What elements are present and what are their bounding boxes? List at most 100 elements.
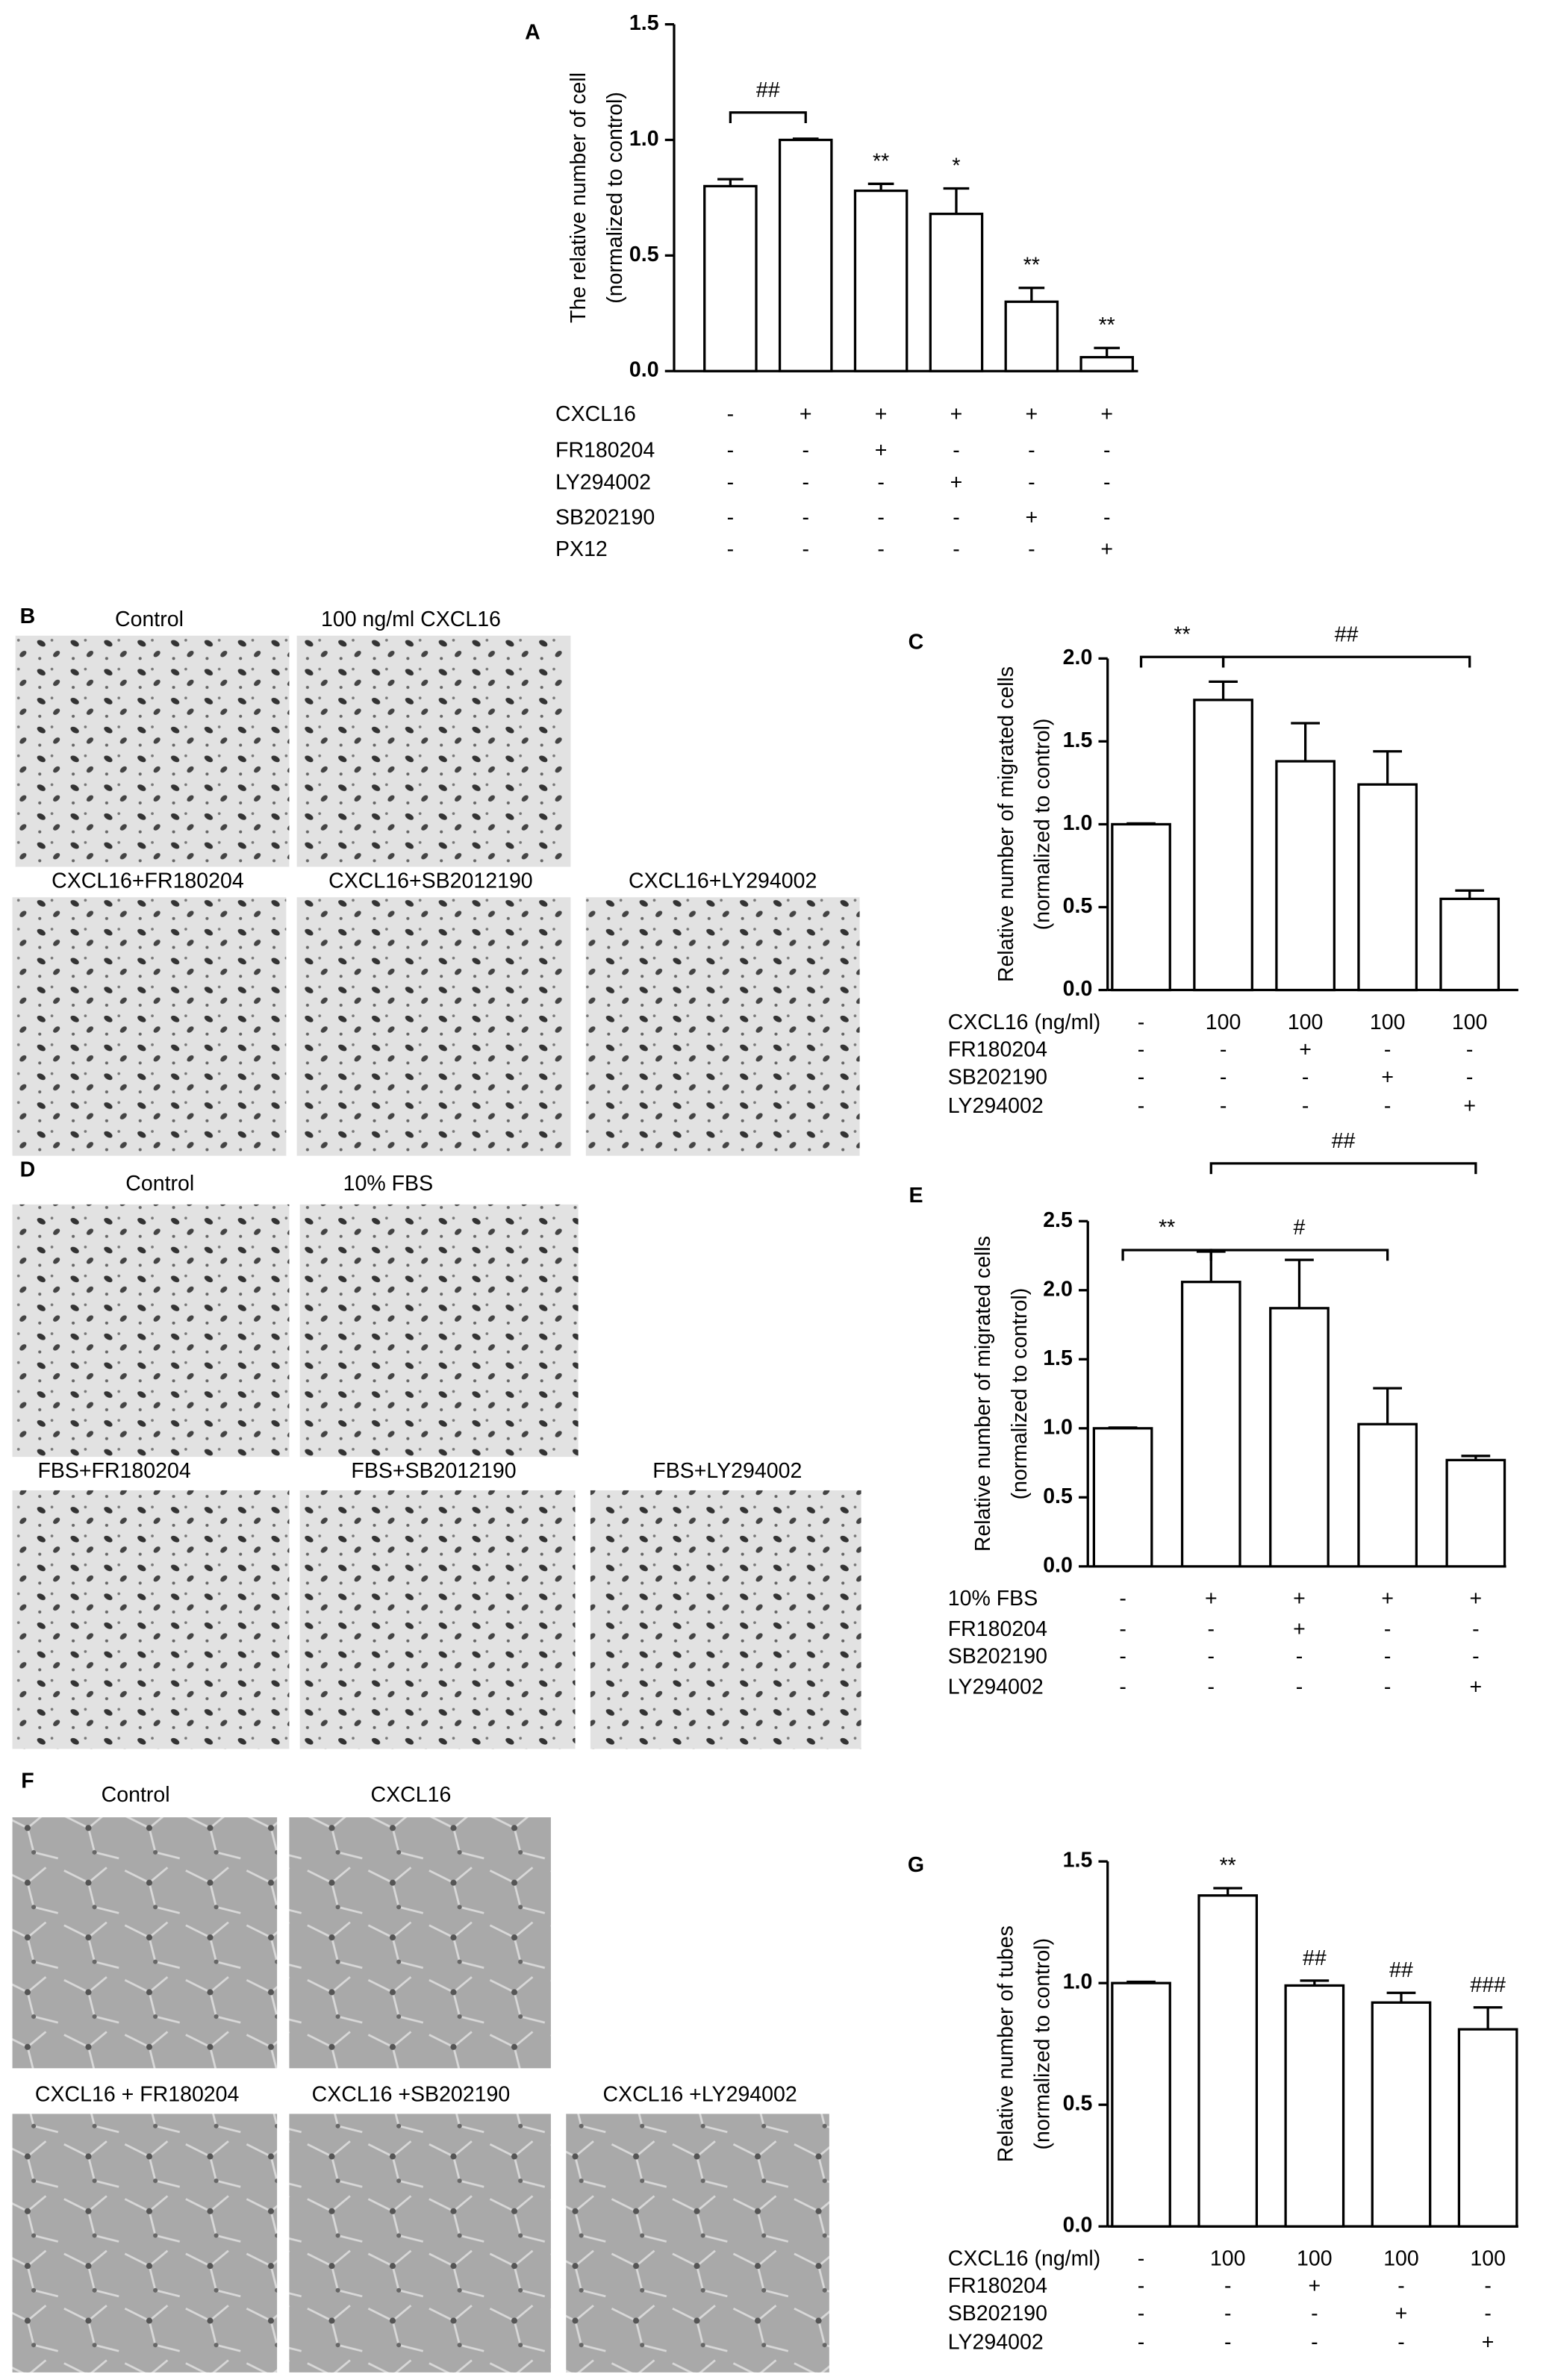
- condition-mark: 100: [1452, 1011, 1488, 1034]
- condition-mark: -: [1311, 2331, 1318, 2355]
- condition-mark: -: [802, 471, 809, 495]
- micrograph: [15, 635, 290, 867]
- y-axis-label: Relative number of migrated cells: [971, 1236, 995, 1552]
- condition-mark: -: [953, 537, 960, 561]
- y-tick-label: 1.5: [1063, 1849, 1093, 1873]
- condition-mark: 100: [1470, 2247, 1506, 2271]
- condition-name: FR180204: [948, 2274, 1047, 2298]
- y-tick-label: 2.0: [1063, 646, 1093, 669]
- error-bar: [867, 182, 894, 191]
- significance-label: ##: [1303, 1946, 1327, 1970]
- condition-mark: -: [1472, 1617, 1479, 1641]
- error-bar: [1213, 1887, 1243, 1896]
- condition-mark: -: [1028, 537, 1035, 561]
- condition-mark: -: [1384, 1675, 1391, 1699]
- condition-mark: 100: [1288, 1011, 1324, 1034]
- y-tick-label: 0.0: [629, 358, 659, 382]
- bar: [1269, 1307, 1330, 1568]
- condition-mark: -: [727, 471, 735, 495]
- bar: [1193, 699, 1253, 992]
- condition-name: LY294002: [948, 1675, 1044, 1699]
- significance-label: *: [952, 154, 960, 178]
- condition-mark: +: [1395, 2302, 1408, 2326]
- image-label: CXCL16 +SB202190: [312, 2082, 511, 2106]
- significance-bracket: [1221, 655, 1471, 668]
- error-bar: [792, 137, 819, 140]
- condition-mark: +: [1299, 1038, 1312, 1062]
- condition-mark: -: [1296, 1645, 1303, 1669]
- condition-mark: -: [1208, 1617, 1215, 1641]
- y-tick-label: 0.5: [629, 243, 659, 266]
- image-label: Control: [115, 608, 184, 631]
- bracket-label: ##: [1332, 1129, 1356, 1153]
- condition-mark: -: [1484, 2274, 1492, 2298]
- significance-label: **: [1099, 313, 1115, 337]
- y-axis-label: Relative number of migrated cells: [994, 666, 1018, 982]
- error-bar: [1209, 680, 1238, 700]
- condition-mark: -: [1472, 1645, 1479, 1669]
- condition-mark: -: [1208, 1675, 1215, 1699]
- condition-mark: -: [1103, 471, 1111, 495]
- error-bar: [1461, 1455, 1491, 1461]
- condition-name: 10% FBS: [948, 1587, 1038, 1611]
- condition-mark: -: [727, 439, 735, 463]
- condition-name: SB202190: [948, 1645, 1047, 1669]
- condition-mark: +: [1205, 1587, 1218, 1611]
- condition-mark: -: [1119, 1645, 1126, 1669]
- bar: [1457, 2028, 1518, 2228]
- condition-mark: -: [1103, 505, 1111, 529]
- significance-bracket: [1139, 655, 1225, 668]
- condition-mark: -: [1484, 2302, 1492, 2326]
- error-bar: [1094, 346, 1121, 357]
- error-bar: [1300, 1979, 1330, 1986]
- condition-mark: +: [1381, 1587, 1394, 1611]
- condition-mark: -: [877, 537, 885, 561]
- y-tick-label: 1.0: [1063, 1970, 1093, 1994]
- y-tick-label: 0.5: [1043, 1484, 1073, 1508]
- error-bar: [1126, 1980, 1156, 1984]
- condition-mark: -: [1397, 2331, 1404, 2355]
- y-tick-label: 1.5: [1063, 728, 1093, 752]
- condition-mark: +: [1026, 402, 1038, 426]
- condition-name: PX12: [555, 537, 608, 561]
- panel-letter: B: [20, 605, 36, 628]
- bar: [1439, 897, 1500, 992]
- significance-bracket: [1209, 1162, 1477, 1175]
- condition-name: FR180204: [555, 439, 655, 463]
- condition-name: LY294002: [555, 471, 651, 495]
- condition-mark: +: [1100, 537, 1113, 561]
- error-bar: [1018, 287, 1045, 302]
- condition-mark: +: [1470, 1587, 1483, 1611]
- condition-mark: +: [1482, 2331, 1495, 2355]
- image-label: CXCL16 + FR180204: [35, 2082, 240, 2106]
- image-label: CXCL16 +LY294002: [602, 2082, 797, 2106]
- bracket-label: ##: [756, 78, 780, 102]
- error-bar: [1473, 2006, 1503, 2030]
- condition-mark: 100: [1383, 2247, 1419, 2271]
- condition-mark: -: [802, 505, 809, 529]
- bar: [1111, 822, 1171, 992]
- error-bar: [1291, 722, 1320, 762]
- condition-mark: -: [1138, 1094, 1145, 1118]
- condition-mark: -: [1296, 1675, 1303, 1699]
- micrograph: [12, 897, 287, 1156]
- bar: [1357, 783, 1418, 992]
- image-label: Control: [125, 1172, 194, 1196]
- image-label: 100 ng/ml CXCL16: [321, 608, 501, 631]
- condition-mark: -: [802, 537, 809, 561]
- condition-name: FR180204: [948, 1617, 1047, 1641]
- bracket-label: **: [1174, 622, 1190, 646]
- condition-mark: +: [1309, 2274, 1321, 2298]
- y-axis-label: (normalized to control): [1031, 719, 1055, 931]
- y-axis-label: The relative number of cell: [567, 72, 590, 323]
- y-tick-label: 1.5: [1043, 1346, 1073, 1370]
- image-label: CXCL16+FR180204: [52, 869, 244, 893]
- error-bar: [943, 187, 970, 214]
- y-axis-label: (normalized to control): [603, 92, 627, 304]
- micrograph: [299, 1204, 579, 1458]
- condition-mark: -: [1302, 1065, 1309, 1089]
- condition-mark: -: [877, 505, 885, 529]
- error-bar: [1373, 750, 1403, 785]
- y-axis-label: Relative number of tubes: [994, 1925, 1018, 2162]
